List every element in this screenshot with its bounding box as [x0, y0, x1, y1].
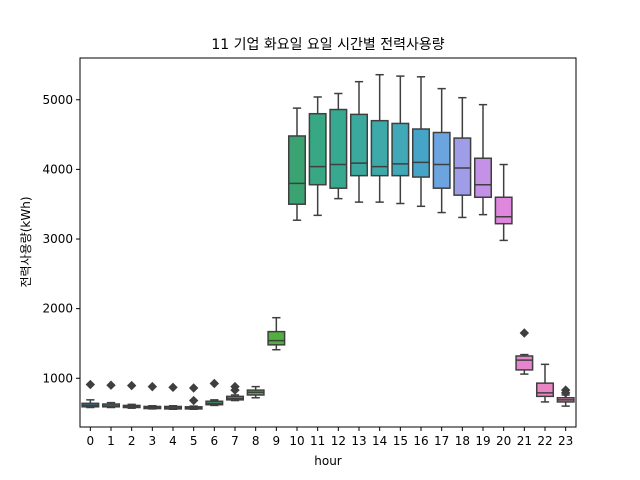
outlier-point	[209, 378, 220, 389]
box-hour-11	[308, 96, 327, 217]
x-tick-label: 6	[211, 434, 219, 448]
chart-title: 11 기업 화요일 요일 시간별 전력사용량	[211, 37, 444, 53]
box-hour-19	[473, 103, 493, 216]
box-hour-16	[411, 76, 431, 208]
iqr-box	[535, 382, 555, 398]
iqr-box	[287, 135, 307, 205]
iqr-box	[349, 113, 369, 177]
outlier-point	[188, 383, 199, 393]
plot-area	[81, 73, 575, 410]
x-tick-label: 22	[537, 434, 552, 448]
outlier-point	[188, 395, 199, 406]
iqr-box	[515, 355, 534, 371]
box-hour-0	[81, 379, 100, 409]
box-hour-13	[349, 80, 369, 203]
box-hour-4	[163, 382, 183, 410]
box-hour-1	[101, 380, 121, 409]
y-axis: 1000 2000 3000 4000 5000	[42, 93, 80, 385]
x-tick-label: 17	[434, 434, 449, 448]
box-hour-2	[122, 380, 141, 409]
iqr-box	[391, 122, 410, 177]
x-axis: 0 1 2 3 4 5 6 7 8 9 10 11 12 13 14 15 16 17 18 19 20 21 22 23	[87, 427, 573, 448]
x-tick-label: 20	[496, 434, 511, 448]
box-hour-8	[246, 385, 265, 399]
outlier-point	[230, 385, 240, 395]
x-tick-label: 15	[393, 434, 408, 448]
box-hour-21	[515, 328, 534, 375]
x-tick-label: 5	[190, 434, 198, 448]
outlier-point	[147, 381, 158, 392]
iqr-box	[473, 157, 493, 198]
box-hour-10	[287, 107, 307, 221]
x-tick-label: 23	[558, 434, 573, 448]
x-tick-label: 21	[517, 434, 532, 448]
box-hour-3	[143, 381, 162, 410]
x-tick-label: 14	[372, 434, 387, 448]
box-hour-14	[370, 73, 389, 203]
x-tick-label: 10	[289, 434, 304, 448]
box-hour-23	[556, 385, 575, 407]
x-tick-label: 18	[455, 434, 470, 448]
x-tick-label: 9	[273, 434, 281, 448]
iqr-box	[267, 330, 286, 346]
box-hour-6	[205, 378, 224, 407]
y-tick-label: 3000	[42, 232, 73, 246]
y-tick-label: 5000	[42, 93, 73, 107]
x-tick-label: 0	[87, 434, 95, 448]
box-hour-5	[184, 383, 203, 410]
x-tick-label: 2	[128, 434, 136, 448]
box-hour-22	[535, 363, 555, 403]
x-tick-label: 1	[107, 434, 115, 448]
iqr-box	[329, 108, 348, 189]
box-hour-15	[391, 75, 410, 205]
plot-frame	[79, 57, 577, 428]
x-tick-label: 11	[310, 434, 325, 448]
box-hour-20	[494, 163, 513, 242]
x-tick-label: 7	[231, 434, 239, 448]
iqr-box	[370, 119, 389, 177]
x-tick-label: 8	[252, 434, 260, 448]
x-tick-label: 13	[351, 434, 366, 448]
outlier-point	[85, 379, 96, 390]
outlier-point	[126, 380, 137, 391]
iqr-box	[308, 112, 327, 186]
x-tick-label: 4	[169, 434, 177, 448]
iqr-box	[453, 137, 472, 196]
y-tick-label: 1000	[42, 371, 73, 385]
y-tick-label: 2000	[42, 302, 73, 316]
box-hour-18	[453, 96, 472, 219]
box-hour-7	[225, 381, 245, 402]
box-hour-17	[432, 87, 451, 214]
y-axis-label: 전력사용량(kWh)	[19, 197, 33, 288]
iqr-box	[411, 128, 431, 178]
x-axis-label: hour	[314, 454, 342, 468]
box-hour-12	[329, 92, 348, 200]
x-tick-label: 12	[331, 434, 346, 448]
y-tick-label: 4000	[42, 162, 73, 176]
iqr-box	[432, 131, 451, 189]
x-tick-label: 3	[149, 434, 157, 448]
x-tick-label: 19	[475, 434, 490, 448]
outlier-point	[106, 380, 116, 390]
outlier-point	[519, 328, 530, 338]
outlier-point	[168, 382, 178, 393]
box-hour-9	[267, 316, 286, 351]
x-tick-label: 16	[413, 434, 428, 448]
iqr-box	[494, 196, 513, 225]
outlier-point	[560, 388, 571, 398]
